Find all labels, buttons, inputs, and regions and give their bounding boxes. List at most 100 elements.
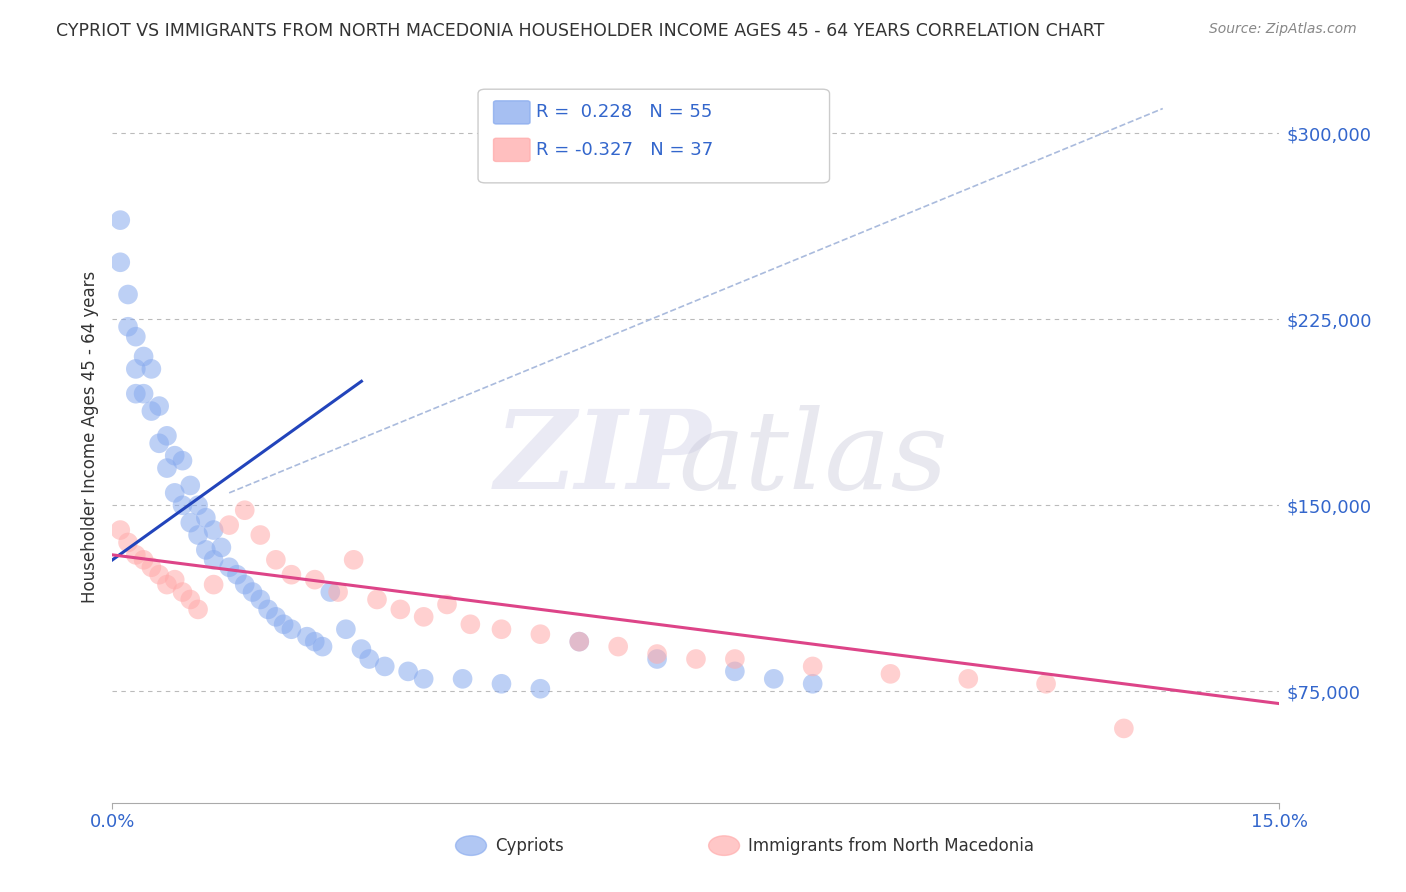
Point [141,560,163,574]
Point [125,386,148,401]
Point [233,577,256,591]
Point [568,634,591,648]
Point [335,622,357,636]
Point [117,535,139,549]
Point [374,659,396,673]
Point [194,510,217,524]
Point [132,386,155,401]
Point [233,503,256,517]
Point [187,528,209,542]
Point [202,577,225,591]
Point [125,362,148,376]
Point [194,542,217,557]
Point [187,498,209,512]
Point [1112,722,1135,736]
Text: Cypriots: Cypriots [495,837,564,855]
Point [343,553,366,567]
Point [436,598,458,612]
Point [156,429,179,443]
Point [280,567,302,582]
Point [202,523,225,537]
Point [117,287,139,301]
Point [132,350,155,364]
Point [257,602,280,616]
Point [685,652,707,666]
Point [389,602,412,616]
Point [209,541,232,555]
Point [801,659,824,673]
Point [350,642,373,657]
Point [125,548,148,562]
Point [249,592,271,607]
Point [156,577,179,591]
Point [724,665,747,679]
Point [163,449,186,463]
Point [304,634,326,648]
Text: Immigrants from North Macedonia: Immigrants from North Macedonia [748,837,1033,855]
Point [491,622,513,636]
Point [163,486,186,500]
Point [110,523,132,537]
Point [311,640,333,654]
Point [187,602,209,616]
Point [1035,677,1057,691]
Point [249,528,271,542]
Point [148,567,170,582]
Point [568,634,591,648]
Text: R =  0.228   N = 55: R = 0.228 N = 55 [536,103,711,121]
Point [304,573,326,587]
Text: Source: ZipAtlas.com: Source: ZipAtlas.com [1209,22,1357,37]
Point [396,665,419,679]
Text: R = -0.327   N = 37: R = -0.327 N = 37 [536,141,713,159]
Point [264,553,287,567]
Point [242,585,264,599]
Point [179,478,201,492]
Point [491,677,513,691]
Y-axis label: Householder Income Ages 45 - 64 years: Householder Income Ages 45 - 64 years [80,271,98,603]
Point [172,453,194,467]
Point [163,573,186,587]
Text: atlas: atlas [678,405,948,513]
Text: ZIP: ZIP [495,405,711,513]
Point [607,640,630,654]
Point [218,560,240,574]
Point [125,329,148,343]
Point [273,617,295,632]
Point [110,213,132,227]
Point [451,672,474,686]
Point [529,627,551,641]
Point [412,610,434,624]
Point [529,681,551,696]
Point [202,553,225,567]
Point [141,404,163,418]
Point [460,617,482,632]
Point [172,498,194,512]
Point [879,666,901,681]
Point [264,610,287,624]
Point [359,652,381,666]
Point [412,672,434,686]
Point [172,585,194,599]
Point [957,672,980,686]
Point [326,585,349,599]
Point [280,622,302,636]
Text: CYPRIOT VS IMMIGRANTS FROM NORTH MACEDONIA HOUSEHOLDER INCOME AGES 45 - 64 YEARS: CYPRIOT VS IMMIGRANTS FROM NORTH MACEDON… [56,22,1105,40]
Point [319,585,342,599]
Point [110,255,132,269]
Point [762,672,785,686]
Point [645,647,668,661]
Point [366,592,388,607]
Point [117,319,139,334]
Point [179,592,201,607]
Point [724,652,747,666]
Point [132,553,155,567]
Point [179,516,201,530]
Point [218,518,240,533]
Point [801,677,824,691]
Point [226,567,249,582]
Point [141,362,163,376]
Point [148,436,170,450]
Point [645,652,668,666]
Point [295,630,318,644]
Point [156,461,179,475]
